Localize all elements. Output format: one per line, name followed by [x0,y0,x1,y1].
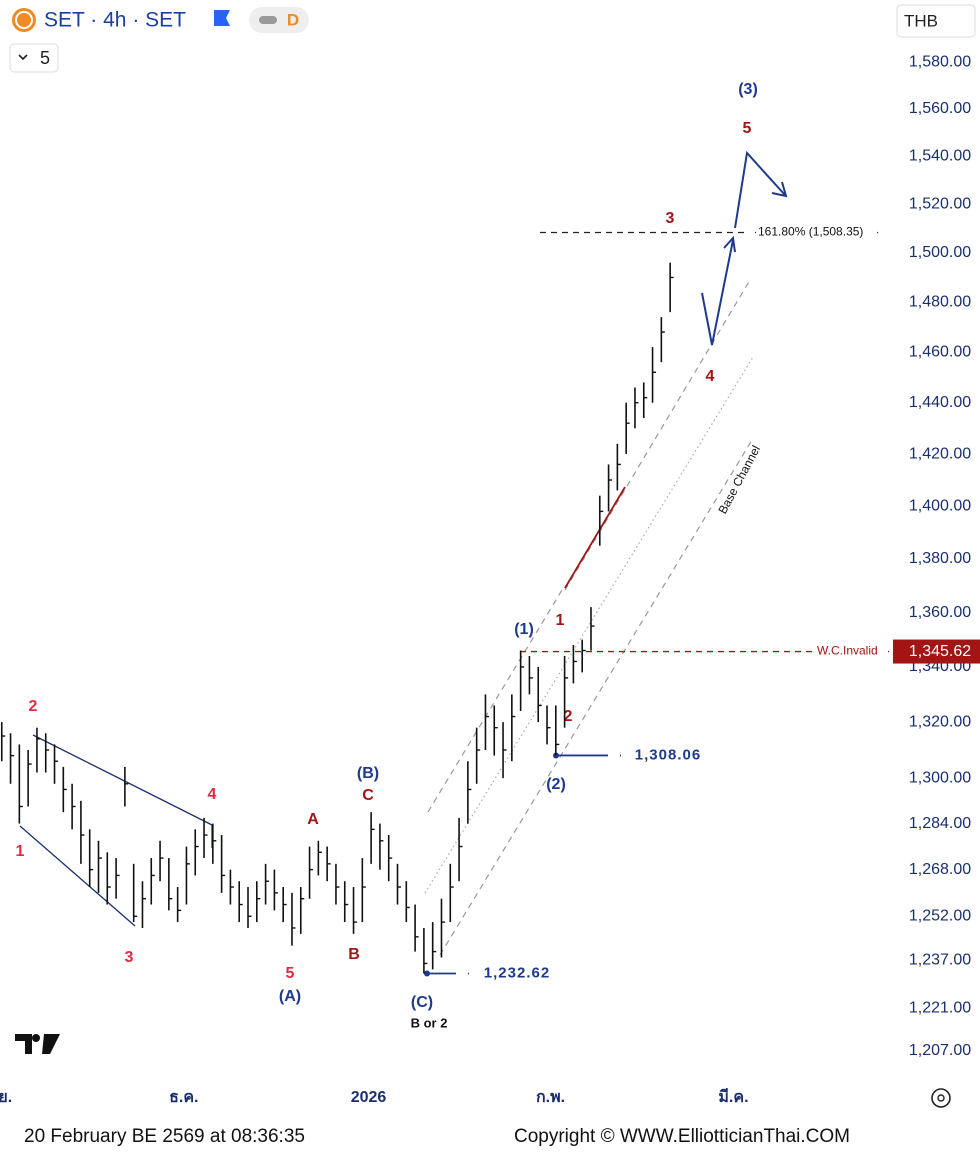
wedge-line [19,825,136,927]
y-tick-label: 1,300.00 [909,769,971,786]
invalid-label-bg [812,643,888,660]
currency: THB [904,11,938,30]
wave-label: (1) [514,621,534,638]
y-tick-label: 1,268.00 [909,861,971,878]
y-tick-label: 1,221.00 [909,999,971,1016]
y-tick-label: 1,400.00 [909,497,971,514]
settings-icon-hub [937,1094,945,1102]
drawings [19,150,788,956]
y-tick-label: 1,560.00 [909,100,971,117]
y-tick-label: 1,580.00 [909,53,971,70]
wave-label: 2 [29,698,38,715]
y-tick-label: 1,480.00 [909,293,971,310]
channel-mid-line [424,356,754,894]
copyright: Copyright © WWW.ElliotticianThai.COM [514,1126,850,1147]
wave-label: 1 [16,843,25,860]
projection-arrow [701,239,734,346]
wave-label: 5 [743,120,752,137]
wave-label: B or 2 [411,1015,448,1030]
trend-line [564,486,626,589]
channel-label: Base Channel [715,443,763,516]
channel-line [439,439,753,956]
projection-arrow [734,150,786,229]
header: SET · 4h · SET D 5 THB [9,4,976,73]
settings-icon[interactable] [931,1088,951,1108]
y-tick-label: 1,360.00 [909,604,971,621]
wave-labels: 2 1 3 4 5 (A) A B (B) C (C) B or 2 (1) 1… [16,81,764,1030]
price-tag-label: 1,345.62 [909,643,971,660]
y-tick-label: 1,500.00 [909,244,971,261]
x-tick-label: ย. [0,1089,12,1106]
y-tick-label: 1,207.00 [909,1042,971,1059]
wave-label: (A) [279,988,301,1005]
y-tick-label: 1,252.00 [909,907,971,924]
channel-line [564,279,751,591]
lines-count: 5 [40,48,50,68]
level-dot [424,970,430,977]
x-tick-label: มี.ค. [718,1087,748,1106]
logo-mark [15,11,33,29]
y-tick-label: 1,460.00 [909,343,971,360]
y-tick-label: 1,540.00 [909,148,971,165]
y-tick-label: 1,420.00 [909,445,971,462]
invalid-level-name: W.C.Invalid [817,644,878,658]
tv-logo-dot [32,1034,40,1042]
y-tick-label: 1,284.00 [909,815,971,832]
arrow-head [771,181,788,198]
channel-line [427,589,563,813]
wave-label: (2) [546,776,566,793]
price-tag [893,639,980,664]
wave-label: 3 [666,210,675,227]
level-label: 1,308.06 [635,746,701,763]
wedge-line [32,734,213,826]
wave-label: B [348,946,360,963]
toggle-icon [259,16,277,24]
x-tick-label: 2026 [351,1089,387,1106]
flag-icon[interactable] [214,10,230,26]
y-tick-label: 1,520.00 [909,196,971,213]
wave-label: 1 [556,612,565,629]
currency-box[interactable] [896,4,976,38]
wave-label: (3) [738,81,758,98]
wave-label: 3 [125,949,134,966]
chevron [18,54,28,61]
wave-label: C [362,787,374,804]
symbol-title[interactable]: SET · 4h · SET [44,9,186,32]
wave-label: 5 [286,965,295,982]
footer: 20 February BE 2569 at 08:36:35 Copyrigh… [15,1034,951,1147]
badge-pill[interactable] [249,7,309,33]
lines-toggle[interactable] [9,43,59,73]
wave-label: (C) [411,994,433,1011]
y-tick-label: 1,440.00 [909,394,971,411]
wave-label: A [307,811,319,828]
level-label: 1,232.62 [484,964,550,981]
interval-badge: D [287,10,299,29]
timestamp: 20 February BE 2569 at 08:36:35 [24,1126,305,1147]
fib-level-label: 161.80% (1,508.35) [758,225,863,239]
wave-label: 4 [208,786,217,803]
wave-label: 2 [564,708,573,725]
wave-label: 4 [706,368,715,385]
tv-logo [15,1034,60,1054]
x-tick-label: ก.พ. [536,1089,565,1106]
arrow-head [723,235,736,253]
y-tick-label: 1,320.00 [909,713,971,730]
x-tick-label: ธ.ค. [169,1089,198,1106]
y-tick-label: 1,380.00 [909,550,971,567]
y-tick-label: 1,237.00 [909,952,971,969]
wave-label: (B) [357,765,379,782]
